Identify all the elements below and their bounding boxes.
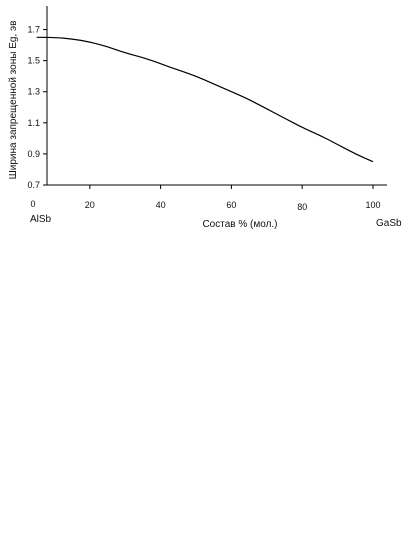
labels: Ширина запрещенной зоны Eg, эв Состав % … bbox=[8, 21, 402, 230]
y-axis-label: Ширина запрещенной зоны Eg, эв bbox=[8, 21, 19, 180]
y-tick-label: 1.3 bbox=[27, 87, 40, 97]
y-tick-label: 0.7 bbox=[27, 180, 40, 190]
x-tick-label: 60 bbox=[226, 200, 236, 210]
x-tick-label: 100 bbox=[365, 200, 380, 210]
x-tick-label: 80 bbox=[297, 202, 307, 212]
x-axis-label: Состав % (мол.) bbox=[202, 219, 277, 230]
x-tick-label: 20 bbox=[85, 200, 95, 210]
x-tick-label: 40 bbox=[156, 200, 166, 210]
axes bbox=[46, 6, 387, 186]
series-line bbox=[36, 36, 374, 163]
ticks: 0.7 0.9 1.1 1.3 1.5 1.7 0 20 40 60 80 100 bbox=[27, 25, 380, 212]
x-tick-label: 0 bbox=[30, 199, 35, 209]
series-layer bbox=[36, 36, 374, 163]
x-right-end-label: GaSb bbox=[376, 218, 402, 229]
y-tick-label: 1.5 bbox=[27, 56, 40, 66]
x-left-end-label: AlSb bbox=[30, 214, 52, 225]
y-tick-label: 1.7 bbox=[27, 25, 40, 35]
y-tick-label: 0.9 bbox=[27, 149, 40, 159]
y-tick-label: 1.1 bbox=[27, 118, 40, 128]
